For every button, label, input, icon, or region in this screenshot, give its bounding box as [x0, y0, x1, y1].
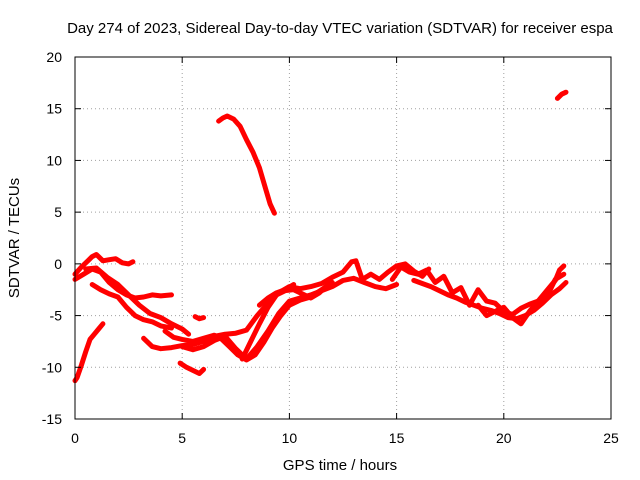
series-line-track-l [411, 277, 569, 322]
x-axis-title: GPS time / hours [283, 457, 397, 474]
x-tick-label: 0 [71, 430, 79, 446]
x-tick-label: 25 [603, 430, 619, 446]
series-line-track-o [192, 314, 207, 322]
x-tick-label: 20 [496, 430, 512, 446]
chart-title: Day 274 of 2023, Sidereal Day-to-day VTE… [67, 20, 613, 37]
series-line-track-a [72, 321, 106, 384]
series-line-track-n [216, 113, 277, 216]
y-tick-label: 0 [54, 256, 62, 272]
plot-frame [74, 56, 612, 420]
series-line-track-h [179, 275, 400, 362]
grid-lines [75, 57, 611, 419]
x-tick-label: 15 [389, 430, 405, 446]
y-tick-label: 15 [46, 101, 62, 117]
y-tick-label: 5 [54, 204, 62, 220]
y-tick-label: 20 [46, 49, 62, 65]
series-line-track-j [256, 282, 297, 308]
series-line-track-p [177, 360, 207, 376]
x-tick-label: 10 [282, 430, 298, 446]
y-tick-label: -15 [42, 411, 62, 427]
series-line-track-f [141, 258, 432, 352]
series-line-track-m [475, 263, 567, 327]
y-tick-label: -10 [42, 359, 62, 375]
y-tick-label: 10 [46, 152, 62, 168]
series-line-track-c [72, 266, 174, 301]
y-tick-label: -5 [50, 308, 63, 324]
series-line-track-b [72, 252, 136, 277]
y-axis-title: SDTVAR / TECUs [6, 178, 23, 298]
x-tick-label: 5 [178, 430, 186, 446]
series-layer [72, 89, 569, 384]
tick-labels: 0 5 10 15 20 25 -15 -10 -5 0 5 10 15 20 [42, 49, 619, 446]
series-line-track-d [83, 265, 192, 337]
series-line-track-q [554, 89, 569, 101]
series-line-track-e [89, 282, 174, 331]
